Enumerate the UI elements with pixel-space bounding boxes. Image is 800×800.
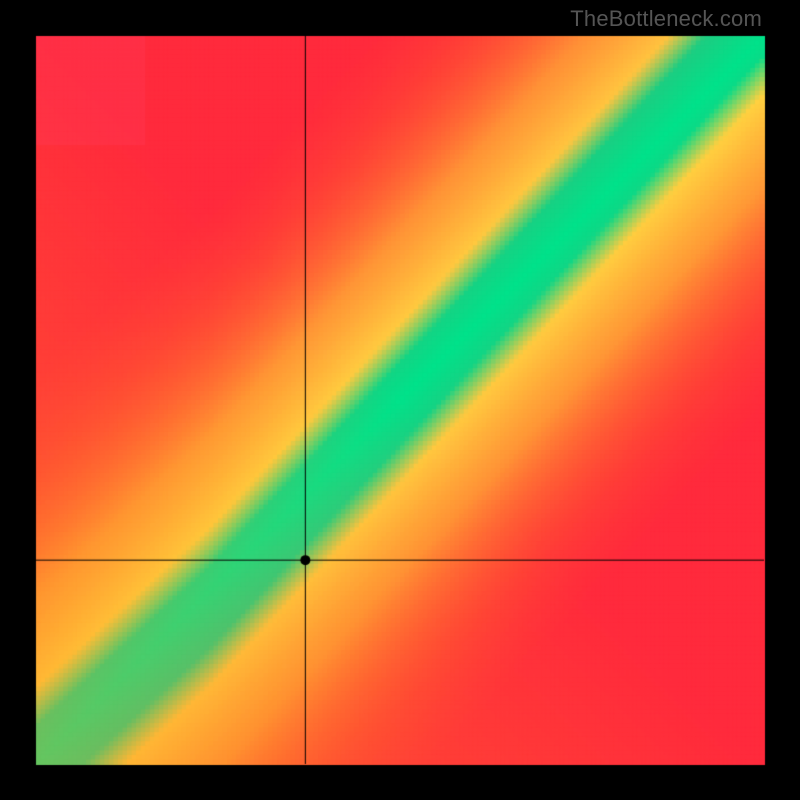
watermark-text: TheBottleneck.com: [570, 6, 762, 32]
chart-frame: { "watermark": { "text": "TheBottleneck.…: [0, 0, 800, 800]
bottleneck-heatmap: [0, 0, 800, 800]
